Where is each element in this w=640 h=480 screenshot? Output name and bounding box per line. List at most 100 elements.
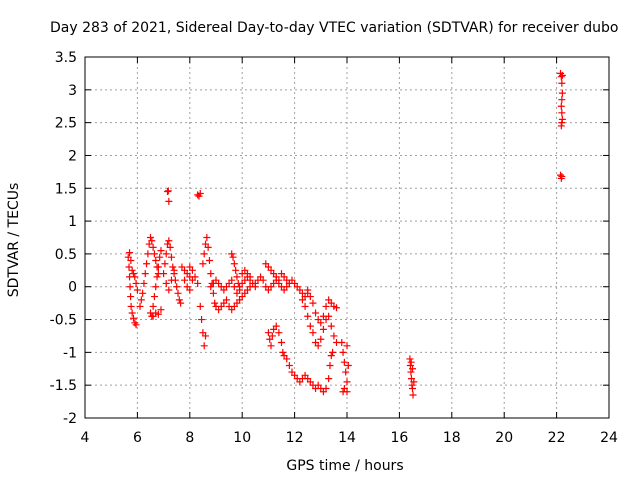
data-point: [409, 365, 416, 373]
data-point: [199, 260, 207, 268]
data-point: [340, 358, 348, 366]
data-point: [164, 188, 172, 196]
data-point: [152, 256, 160, 264]
x-tick-label: 24: [600, 430, 618, 446]
data-point: [204, 243, 212, 251]
data-point: [309, 329, 317, 337]
data-point: [205, 256, 213, 264]
data-point: [203, 234, 211, 241]
data-point: [339, 388, 347, 396]
data-point: [125, 263, 133, 271]
data-point: [175, 296, 183, 304]
data-point: [150, 293, 158, 301]
data-point: [164, 187, 172, 195]
data-point: [166, 243, 174, 251]
data-point: [181, 276, 189, 284]
y-tick-label: -0.5: [50, 313, 77, 329]
data-point: [557, 73, 565, 81]
chart-title: Day 283 of 2021, Sidereal Day-to-day VTE…: [50, 20, 618, 36]
data-point: [160, 270, 168, 278]
y-tick-label: 1: [68, 214, 77, 230]
data-point: [200, 342, 208, 350]
data-point: [558, 71, 566, 79]
data-point: [127, 302, 135, 310]
data-point: [209, 289, 217, 297]
data-point: [330, 332, 338, 340]
data-point: [312, 309, 320, 317]
data-point: [333, 304, 341, 312]
data-point: [272, 322, 280, 330]
data-point: [143, 260, 151, 268]
data-point: [319, 312, 327, 320]
grid: [85, 57, 609, 418]
data-point: [165, 237, 173, 245]
data-point: [557, 171, 565, 179]
data-point: [222, 296, 230, 304]
data-point: [327, 322, 335, 330]
data-point: [139, 289, 147, 297]
x-tick-label: 14: [338, 430, 356, 446]
data-point: [327, 352, 335, 360]
data-point: [275, 276, 283, 284]
data-point: [246, 273, 254, 281]
data-point: [232, 266, 240, 274]
data-point: [140, 279, 148, 287]
data-point: [188, 266, 196, 274]
data-point: [228, 276, 236, 284]
data-point: [317, 335, 325, 343]
data-point: [154, 310, 162, 318]
data-point: [275, 329, 283, 337]
data-point: [304, 312, 312, 320]
data-point: [128, 266, 136, 274]
data-point: [154, 263, 162, 271]
data-point: [133, 286, 141, 294]
data-point: [191, 273, 199, 281]
data-point: [339, 348, 347, 356]
data-point: [236, 286, 244, 294]
x-tick-label: 8: [185, 430, 194, 446]
data-point: [343, 378, 351, 386]
y-tick-label: -2: [63, 411, 77, 427]
data-point: [558, 109, 566, 117]
data-point: [144, 250, 152, 258]
y-tick-label: 2: [68, 148, 77, 164]
y-tick-label: 1.5: [55, 181, 77, 197]
data-point: [285, 279, 293, 287]
y-axis-label: SDTVAR / TECUs: [6, 183, 22, 298]
y-tick-label: 3: [68, 83, 77, 99]
data-point: [148, 237, 156, 245]
data-point: [306, 293, 314, 301]
y-tick-label: -1: [63, 345, 77, 361]
data-point: [153, 273, 161, 281]
data-point: [301, 302, 309, 310]
data-point: [283, 355, 291, 363]
data-point: [131, 273, 139, 281]
x-tick-label: 6: [133, 430, 142, 446]
data-point: [167, 276, 175, 284]
x-tick-label: 12: [286, 430, 304, 446]
data-point: [558, 172, 566, 180]
data-point: [127, 256, 135, 264]
data-point: [149, 302, 157, 310]
data-point: [129, 314, 137, 322]
data-point: [309, 299, 317, 307]
data-point: [304, 286, 312, 294]
data-point: [268, 332, 276, 340]
data-point: [343, 342, 351, 350]
data-points: [124, 69, 566, 399]
data-point: [322, 302, 330, 310]
data-point: [407, 358, 415, 366]
data-point: [202, 332, 210, 340]
x-tick-label: 10: [233, 430, 251, 446]
data-point: [156, 253, 164, 261]
y-tick-label: -1.5: [50, 378, 77, 394]
data-point: [147, 234, 154, 241]
data-point: [278, 339, 285, 347]
data-point: [338, 339, 346, 347]
data-point: [162, 250, 170, 258]
data-point: [407, 368, 415, 376]
y-tick-label: 2.5: [55, 116, 77, 132]
data-point: [149, 243, 157, 251]
data-point: [165, 197, 173, 205]
data-point: [409, 391, 417, 399]
